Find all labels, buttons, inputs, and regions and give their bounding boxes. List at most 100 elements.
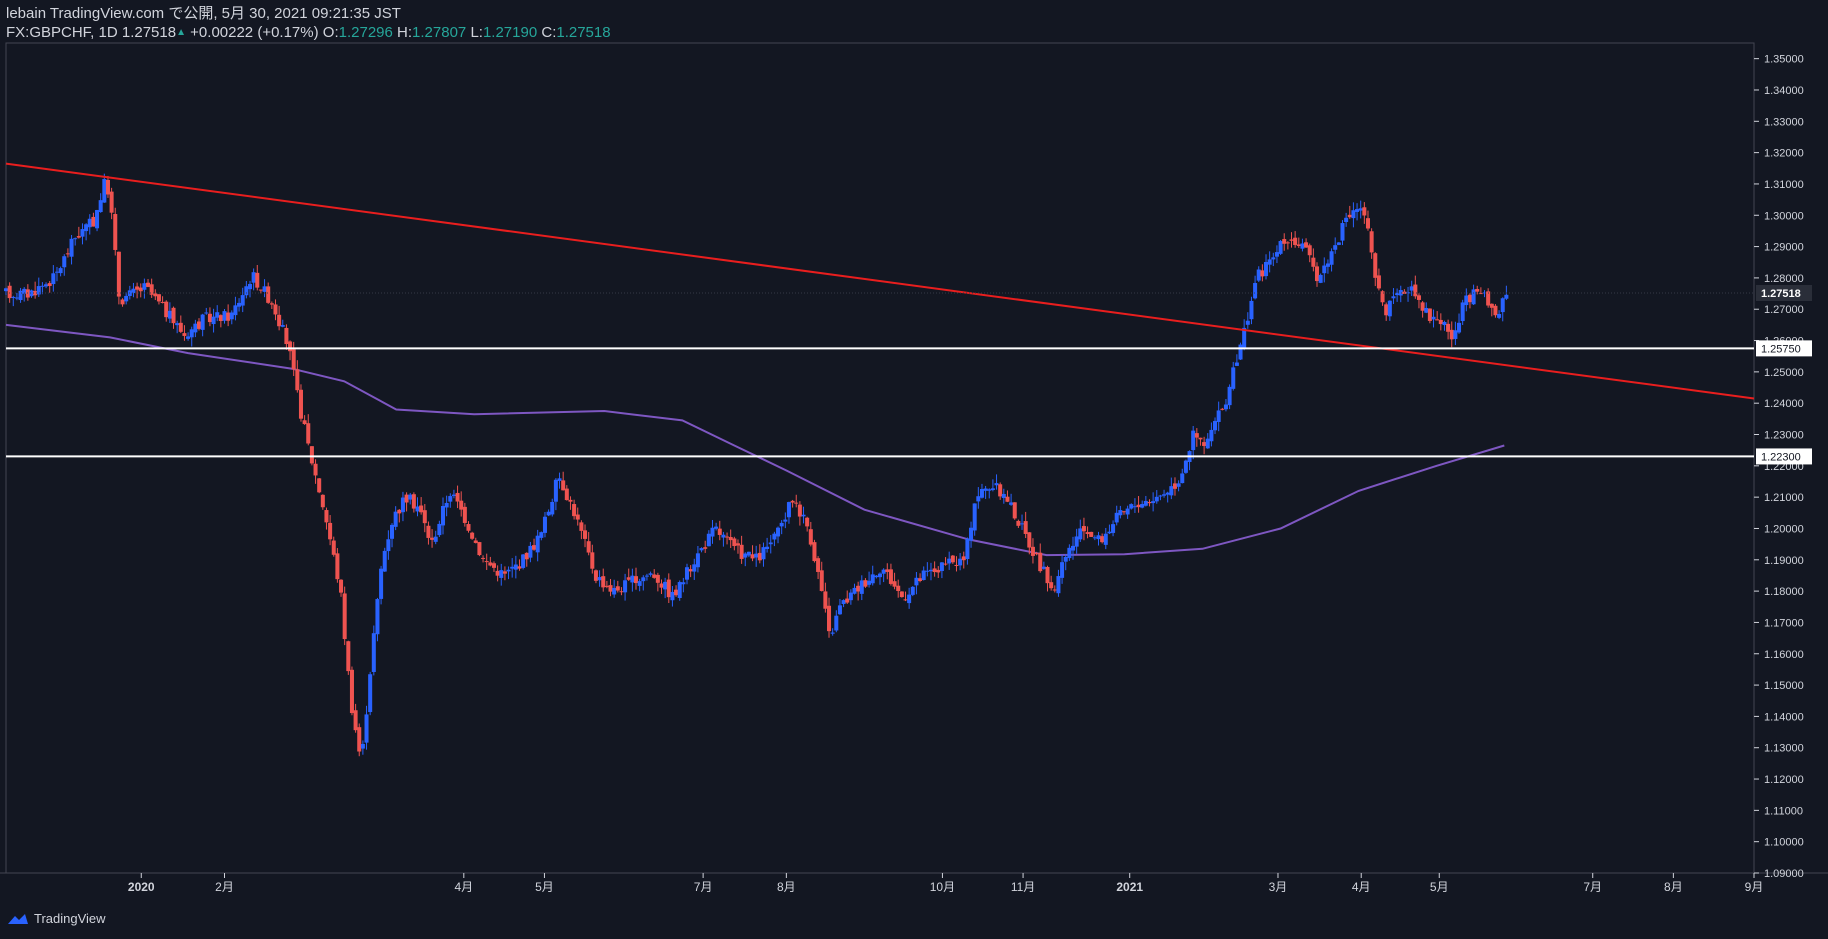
candle-body	[1085, 532, 1090, 534]
candle-body	[1111, 524, 1116, 533]
candle-body	[339, 579, 344, 593]
candle-body	[411, 494, 416, 509]
candle-body	[801, 514, 806, 517]
candle-body	[328, 522, 333, 540]
symbol-label: FX:GBPCHF, 1D	[6, 24, 118, 41]
candle-body	[1391, 296, 1396, 299]
candle-body	[692, 564, 697, 572]
candle-body	[1358, 208, 1363, 211]
candle-body	[1344, 217, 1349, 223]
candle-body	[969, 527, 974, 541]
y-tick-label: 1.10000	[1764, 837, 1804, 849]
candle-body	[892, 581, 897, 587]
candle-body	[484, 561, 489, 563]
candle-body	[521, 554, 526, 568]
candle-body	[633, 576, 639, 584]
candle-body	[1260, 270, 1265, 277]
y-tick-label: 1.31000	[1764, 179, 1804, 191]
candle-body	[1475, 289, 1480, 292]
x-tick-label: 3月	[1269, 880, 1288, 894]
candle-body	[1234, 362, 1239, 366]
candle-body	[914, 577, 919, 586]
candle-body	[608, 585, 613, 592]
candle-body	[1395, 292, 1400, 295]
footer: TradingView	[6, 911, 106, 926]
y-tick-label: 1.16000	[1764, 649, 1804, 661]
candle-body	[604, 585, 609, 587]
candle-body	[1220, 408, 1225, 410]
candle-body	[288, 341, 293, 352]
candle-body	[95, 210, 100, 229]
candle-body	[400, 497, 405, 513]
candle-body	[684, 567, 690, 580]
y-tick-label: 1.28000	[1764, 273, 1804, 285]
y-tick-label: 1.19000	[1764, 555, 1804, 567]
y-tick-label: 1.11000	[1764, 805, 1803, 817]
candle-body	[783, 519, 788, 522]
candle-body	[881, 569, 886, 574]
candle-body	[958, 558, 963, 566]
candle-body	[1384, 304, 1389, 316]
candle-body	[113, 214, 118, 250]
candle-body	[1238, 344, 1243, 360]
candle-body	[1092, 537, 1097, 539]
candle-body	[240, 295, 245, 306]
candle-body	[1314, 266, 1320, 282]
y-tick-label: 1.21000	[1764, 492, 1804, 504]
y-tick-label: 1.27000	[1764, 304, 1804, 316]
candle-body	[827, 605, 832, 632]
y-tick-label: 1.09000	[1764, 868, 1804, 880]
candle-body	[710, 527, 715, 537]
candle-body	[903, 599, 908, 601]
candle-body	[244, 286, 249, 296]
candle-body	[535, 535, 540, 553]
candle-body	[390, 524, 395, 539]
last-price-label: 1.27518	[1761, 288, 1801, 300]
candle-body	[998, 484, 1003, 497]
y-tick-label: 1.18000	[1764, 586, 1804, 598]
x-tick-label: 7月	[694, 880, 713, 894]
candle-body	[98, 200, 103, 213]
candle-body	[477, 542, 482, 556]
candle-body	[1121, 511, 1127, 513]
candle-body	[936, 569, 941, 573]
y-tick-label: 1.23000	[1764, 430, 1804, 442]
horizontal-level-label: 1.22300	[1761, 451, 1801, 463]
candle-body	[229, 312, 234, 320]
last-price: 1.27518	[121, 24, 177, 41]
candle-body	[1380, 291, 1385, 303]
candle-body	[331, 540, 336, 555]
x-tick-label: 8月	[777, 880, 796, 894]
candle-body	[237, 302, 242, 307]
candle-body	[1427, 308, 1432, 321]
candle-body	[921, 570, 926, 581]
candle-body	[877, 573, 883, 578]
candle-body	[193, 323, 198, 333]
y-tick-label: 1.13000	[1764, 743, 1804, 755]
candle-body	[823, 591, 828, 609]
candle-body	[1387, 300, 1392, 317]
candle-body	[652, 574, 657, 578]
x-tick-label: 4月	[454, 880, 473, 894]
horizontal-level-label: 1.25750	[1761, 343, 1801, 355]
candle-body	[601, 576, 606, 588]
candle-body	[983, 488, 988, 491]
high-value: 1.27807	[412, 24, 467, 41]
candle-body	[120, 299, 125, 305]
candle-body	[491, 563, 496, 568]
candle-body	[335, 553, 340, 580]
candle-body	[353, 710, 358, 731]
candle-body	[1100, 536, 1105, 543]
candle-body	[1070, 545, 1076, 551]
candle-body	[1446, 323, 1451, 332]
candle-body	[1369, 231, 1374, 253]
candle-body	[84, 224, 89, 232]
candle-body	[280, 325, 285, 327]
tradingview-logo-icon	[8, 913, 28, 924]
candle-body	[1045, 567, 1050, 584]
candle-body	[688, 569, 693, 572]
candle-body	[309, 446, 314, 464]
candle-body	[918, 578, 923, 582]
candle-body	[1056, 576, 1061, 594]
